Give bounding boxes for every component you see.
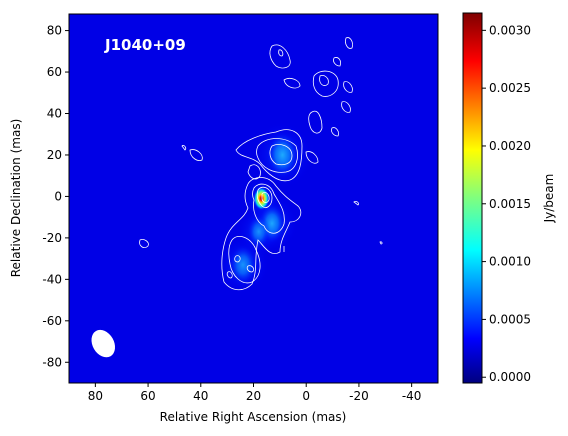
contour-core-mid: [252, 183, 285, 234]
colorbar: [462, 12, 483, 384]
x-tick-label: 20: [246, 389, 261, 403]
x-tick-label: 60: [140, 389, 155, 403]
contour-blob-19: [379, 241, 383, 245]
y-axis-ticks: 80 60 40 20 0 -20 -40 -60 -80: [42, 24, 69, 369]
colorbar-ticks: 0.0000 0.0005 0.0010 0.0015 0.0020 0.0025 0.00…: [482, 23, 531, 384]
contour-blob-15: [181, 145, 187, 151]
contour-south-inner: [234, 255, 241, 263]
colorbar-tick-label: 0.0015: [489, 197, 531, 211]
colorbar-label: Jy/beam: [542, 174, 556, 224]
x-axis-label: Relative Right Ascension (mas): [160, 410, 347, 424]
component-core: [266, 131, 299, 179]
contour-blob-12: [341, 101, 351, 113]
y-axis-label: Relative Declination (mas): [9, 119, 23, 278]
contour-outer-core: [221, 177, 302, 291]
colorbar-tick-label: 0.0020: [489, 139, 531, 153]
y-tick-label: 40: [47, 107, 62, 121]
y-tick-label: 60: [47, 65, 62, 79]
contour-blob-18: [353, 201, 360, 206]
contour-blob-14: [331, 127, 339, 137]
contour-blob-9: [283, 78, 301, 89]
contour-blob-2: [189, 149, 203, 161]
y-tick-label: -60: [42, 314, 62, 328]
colorbar-tick-label: 0.0025: [489, 81, 531, 95]
component-core: [247, 215, 270, 249]
x-tick-label: 0: [302, 389, 310, 403]
y-tick-label: 20: [47, 148, 62, 162]
beam-ellipse: [91, 329, 116, 358]
contour-blob-11: [333, 57, 341, 67]
contours: [139, 37, 383, 291]
emission-components: [217, 122, 313, 293]
colorbar-tick-label: 0.0030: [489, 23, 531, 37]
contour-north-outer: [235, 129, 303, 182]
x-tick-label: 40: [193, 389, 208, 403]
contour-north-inner: [269, 144, 293, 166]
x-tick-label: 80: [88, 389, 103, 403]
contour-core-inner: [256, 186, 273, 208]
y-tick-label: 80: [47, 24, 62, 38]
contour-blob-6: [319, 75, 329, 86]
component-core: [229, 245, 257, 285]
x-tick-label: -40: [402, 389, 422, 403]
contour-blob-5: [312, 70, 339, 97]
contour-blob-17: [226, 271, 233, 279]
contour-south-knot: [228, 236, 261, 284]
y-tick-label: -20: [42, 231, 62, 245]
contour-blob-10: [345, 37, 353, 49]
contour-south-inner2: [246, 265, 255, 273]
contour-blob-4: [308, 110, 323, 134]
contour-blob-1: [247, 164, 261, 180]
y-tick-label: 0: [54, 189, 62, 203]
contour-core-peak: [261, 192, 270, 203]
y-tick-label: -40: [42, 272, 62, 286]
colorbar-tick-label: 0.0000: [489, 370, 531, 384]
y-tick-label: -80: [42, 355, 62, 369]
x-tick-label: -20: [349, 389, 369, 403]
contour-blob-7: [269, 44, 291, 69]
x-axis-ticks: 80 60 40 20 0 -20 -40: [88, 383, 422, 403]
colorbar-tick-label: 0.0005: [489, 312, 531, 326]
contour-blob-16: [139, 239, 149, 248]
contour-north-mid: [256, 138, 298, 173]
contour-blob-8: [278, 49, 284, 57]
contour-blob-13: [343, 81, 353, 93]
colorbar-tick-label: 0.0010: [489, 255, 531, 269]
source-name-label: J1040+09: [104, 36, 186, 54]
contour-blob-3: [305, 151, 319, 164]
